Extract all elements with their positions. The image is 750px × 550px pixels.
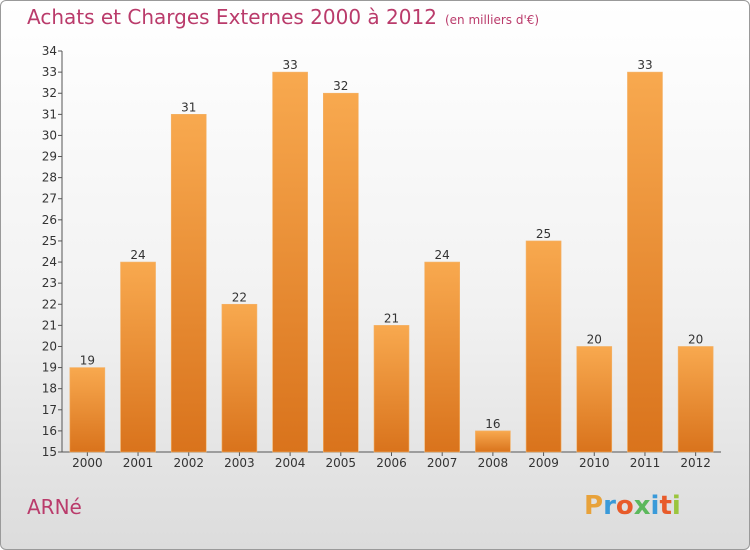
value-label-2011: 33: [637, 58, 652, 72]
logo-letter: o: [615, 491, 634, 521]
commune-name: ARNé: [27, 495, 82, 519]
y-tick-label: 18: [42, 382, 57, 396]
proxiti-logo[interactable]: Proxiti: [584, 491, 681, 521]
y-tick-label: 20: [42, 339, 57, 353]
bar-2008: [475, 430, 511, 453]
bar-2002: [170, 114, 207, 453]
y-tick-label: 27: [42, 192, 57, 206]
value-label-2009: 25: [536, 227, 551, 241]
bar-2009: [525, 240, 562, 453]
bar-2012: [677, 346, 714, 453]
value-label-2002: 31: [181, 100, 196, 114]
value-label-2001: 24: [130, 248, 145, 262]
logo-letter: i: [650, 491, 660, 521]
logo-letter: P: [584, 491, 604, 521]
x-tick-label-2001: 2001: [123, 456, 154, 470]
y-tick-label: 15: [42, 445, 57, 459]
value-label-2006: 21: [384, 311, 399, 325]
chart-title-text: Achats et Charges Externes 2000 à 2012: [27, 5, 437, 29]
y-tick-label: 24: [42, 255, 57, 269]
value-label-2005: 32: [333, 79, 348, 93]
x-axis: 2000 2001 2002 2003 2004 2005 2006 2007 2008 2009…: [62, 451, 721, 470]
bar-2006: [373, 325, 410, 453]
y-tick-label: 28: [42, 171, 57, 185]
x-tick-label-2002: 2002: [173, 456, 204, 470]
y-tick-label: 16: [42, 424, 57, 438]
x-tick-label-2003: 2003: [224, 456, 255, 470]
chart-subtitle: (en milliers d'€): [444, 13, 540, 27]
bar-2000: [69, 367, 106, 453]
logo-letter: t: [659, 491, 672, 521]
bar-2007: [424, 261, 460, 453]
x-tick-label-2012: 2012: [680, 456, 711, 470]
bar-2004: [272, 71, 308, 453]
bar-2010: [576, 346, 613, 453]
x-tick-label-2010: 2010: [579, 456, 610, 470]
logo-letter: x: [633, 491, 651, 521]
x-tick-label-2008: 2008: [478, 456, 509, 470]
y-tick-label: 17: [42, 403, 57, 417]
value-label-2000: 19: [80, 354, 95, 368]
bars-group: 19 24 31 22 33 32 21 24 16 25 20 33 20: [69, 58, 714, 453]
y-tick-label: 34: [42, 44, 57, 58]
logo-letter: r: [603, 491, 616, 521]
x-tick-label-2000: 2000: [72, 456, 103, 470]
value-label-2003: 22: [232, 290, 247, 304]
y-tick-label: 25: [42, 234, 57, 248]
bar-2005: [323, 92, 359, 453]
y-axis: 15 16 17 18 19 20 21 22 23 24 25 26 27 28 29 30 31 32 33 34: [42, 44, 63, 459]
bar-2001: [120, 261, 156, 453]
value-label-2010: 20: [587, 332, 602, 346]
y-tick-label: 31: [42, 107, 57, 121]
y-tick-label: 23: [42, 276, 57, 290]
bar-2011: [627, 71, 663, 453]
y-tick-label: 32: [42, 86, 57, 100]
x-tick-label-2011: 2011: [630, 456, 661, 470]
value-label-2004: 33: [282, 58, 297, 72]
y-tick-label: 26: [42, 213, 57, 227]
x-tick-label-2006: 2006: [376, 456, 407, 470]
y-tick-label: 21: [42, 318, 57, 332]
x-tick-label-2007: 2007: [427, 456, 458, 470]
x-tick-label-2004: 2004: [275, 456, 306, 470]
chart-title: Achats et Charges Externes 2000 à 2012 (e…: [27, 5, 539, 29]
logo-letter: i: [671, 491, 681, 521]
y-tick-label: 22: [42, 297, 57, 311]
y-tick-label: 30: [42, 128, 57, 142]
y-tick-label: 33: [42, 65, 57, 79]
x-tick-label-2005: 2005: [326, 456, 357, 470]
value-label-2007: 24: [435, 248, 450, 262]
value-label-2012: 20: [688, 332, 703, 346]
value-label-2008: 16: [485, 417, 500, 431]
bar-2003: [221, 303, 258, 453]
x-tick-label-2009: 2009: [528, 456, 559, 470]
y-tick-label: 29: [42, 150, 57, 164]
y-tick-label: 19: [42, 361, 57, 375]
